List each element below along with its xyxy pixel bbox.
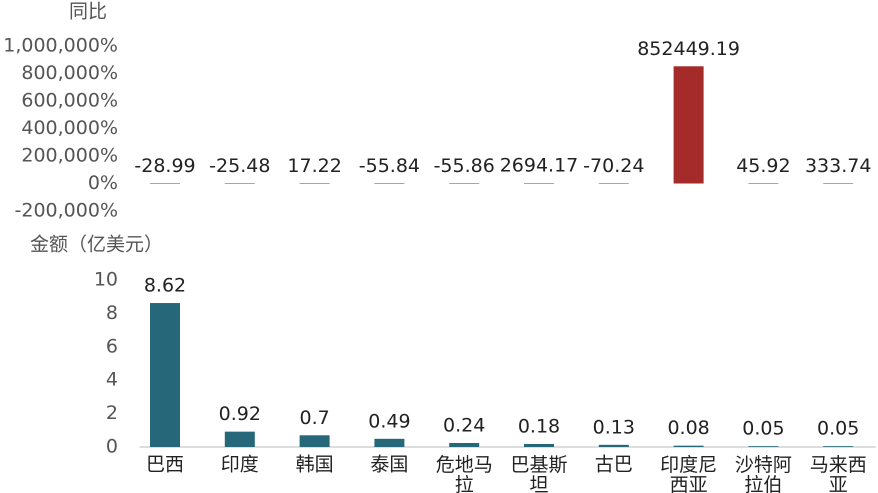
data-label: -28.99 [134, 155, 195, 177]
bar [374, 183, 405, 184]
y-tick-label: 8 [106, 302, 118, 324]
y-tick-label: 2 [106, 402, 118, 424]
data-label: 45.92 [736, 155, 790, 177]
y-tick-label: -200,000% [15, 200, 118, 222]
x-tick-label: 古巴 [595, 454, 633, 476]
data-label: 852449.19 [637, 38, 740, 60]
data-label: 333.74 [805, 155, 871, 177]
y-tick-label: 800,000% [21, 62, 118, 84]
bar [449, 183, 480, 184]
x-tick-label: 泰国 [370, 454, 408, 476]
bar [673, 445, 704, 447]
data-label: -55.86 [434, 155, 495, 177]
bar [673, 66, 704, 184]
bar [598, 444, 629, 447]
bar [823, 183, 854, 184]
bar [224, 183, 255, 184]
bar [524, 443, 554, 447]
data-label: 0.05 [817, 418, 859, 440]
x-tick-label: 马来西亚 [810, 454, 867, 493]
data-label: 0.49 [368, 410, 410, 432]
bar [374, 438, 405, 447]
data-label: 0.13 [593, 416, 635, 438]
bar [524, 183, 554, 184]
bar [598, 183, 629, 184]
data-label: -55.84 [359, 155, 420, 177]
bar [299, 183, 330, 184]
data-label: 0.92 [219, 403, 261, 425]
y-axis-label: 金额（亿美元） [30, 234, 163, 256]
data-label: 8.62 [144, 275, 186, 297]
y-tick-label: 400,000% [21, 117, 118, 139]
x-tick-label: 印度尼西亚 [660, 454, 717, 493]
y-tick-label: 1,000,000% [3, 35, 118, 57]
data-label: 0.7 [299, 407, 329, 429]
y-tick-label: 0% [88, 172, 118, 194]
x-tick-label: 危地马拉 [436, 454, 493, 493]
data-label: 0.08 [667, 417, 709, 439]
y-tick-label: 200,000% [21, 145, 118, 167]
y-tick-label: 10 [94, 269, 118, 291]
x-tick-label: 沙特阿拉伯 [735, 454, 792, 493]
data-label: 0.05 [742, 418, 784, 440]
x-tick-label: 巴西 [146, 454, 184, 476]
x-tick-label: 印度 [221, 454, 259, 476]
data-label: -25.48 [209, 155, 270, 177]
bar [748, 183, 779, 184]
bar [224, 431, 255, 447]
bar [299, 435, 330, 447]
y-axis-label: 同比 [69, 1, 107, 23]
bar [449, 442, 480, 447]
y-tick-label: 600,000% [21, 90, 118, 112]
bar [823, 446, 854, 447]
y-tick-label: 4 [106, 369, 118, 391]
data-label: 17.22 [287, 155, 341, 177]
y-tick-label: 0 [106, 436, 118, 458]
data-label: 0.24 [443, 414, 485, 436]
bar [150, 303, 180, 447]
x-tick-label: 巴基斯坦 [510, 454, 567, 493]
bar [748, 446, 779, 447]
data-label: 0.18 [518, 415, 560, 437]
data-label: -70.24 [583, 155, 644, 177]
data-label: 2694.17 [500, 155, 579, 177]
bar [150, 183, 180, 184]
y-tick-label: 6 [106, 335, 118, 357]
x-tick-label: 韩国 [296, 454, 334, 476]
